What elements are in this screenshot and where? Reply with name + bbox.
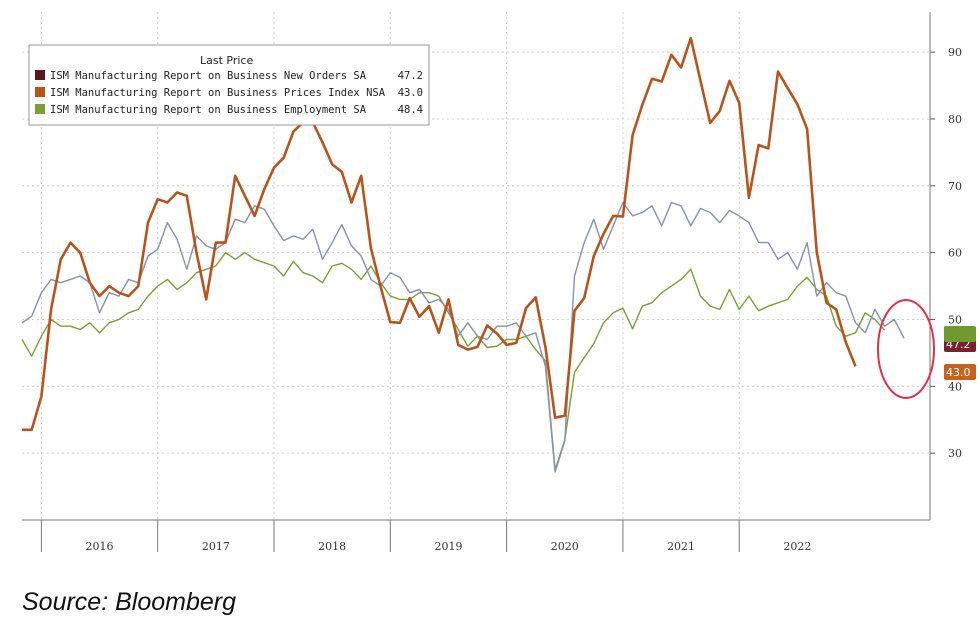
legend-entry-label: ISM Manufacturing Report on Business Emp… <box>50 104 367 116</box>
y-tick-label: 60 <box>948 247 962 260</box>
end-labels: 47.243.0 <box>944 326 976 380</box>
legend-entry-value: 43.0 <box>398 87 423 99</box>
legend-swatch <box>35 87 45 97</box>
axes: 2016 2017 2018 2019 2020 2021 2022 30 40 50 60 70 80… <box>22 12 962 553</box>
x-tick-label: 2017 <box>202 540 230 553</box>
end-value-tag <box>944 326 976 342</box>
end-value-tag <box>944 364 976 380</box>
y-tick-label: 40 <box>948 380 962 393</box>
legend-entry-value: 48.4 <box>398 104 423 116</box>
y-tick-label: 50 <box>948 313 962 326</box>
end-value-label: 43.0 <box>946 366 971 379</box>
legend-swatch <box>35 70 45 80</box>
legend-entry-value: 47.2 <box>398 70 423 82</box>
y-tick-label: 80 <box>948 113 962 126</box>
series-lines <box>21 36 905 473</box>
legend-swatch <box>35 104 45 114</box>
x-tick-label: 2019 <box>434 540 462 553</box>
y-tick-label: 30 <box>948 447 962 460</box>
legend: Last Price ISM Manufacturing Report on B… <box>28 44 430 126</box>
x-tick-label: 2021 <box>667 540 695 553</box>
x-tick-label: 2022 <box>783 540 811 553</box>
legend-title: Last Price <box>200 54 253 67</box>
y-tick-label: 90 <box>948 46 962 59</box>
source-caption: Source: Bloomberg <box>22 588 237 616</box>
x-tick-label: 2018 <box>318 540 346 553</box>
series-line <box>21 201 905 473</box>
legend-box <box>28 44 430 126</box>
y-tick-label: 70 <box>948 180 962 193</box>
highlight-circle <box>877 299 935 399</box>
chart: 2016 2017 2018 2019 2020 2021 2022 30 40 50 60 70 80… <box>21 12 976 553</box>
x-tick-label: 2020 <box>551 540 579 553</box>
x-tick-label: 2016 <box>86 540 114 553</box>
legend-entry-label: ISM Manufacturing Report on Business Pri… <box>50 87 386 99</box>
series-line <box>22 36 857 432</box>
legend-entry-label: ISM Manufacturing Report on Business New… <box>50 70 367 82</box>
